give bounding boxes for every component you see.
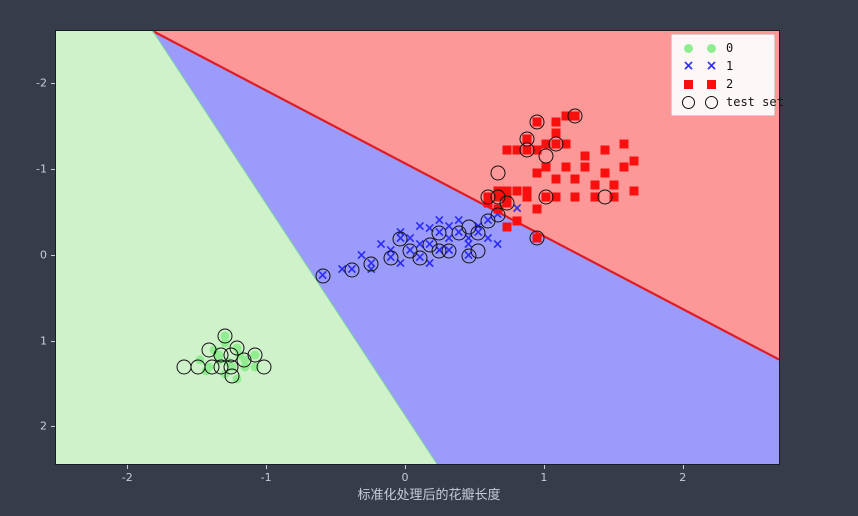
y-tick-mark [51,83,55,85]
legend: 0 × × 1 2 test set [671,34,784,116]
legend-item-1[interactable]: × × 1 [677,57,768,75]
x-tick-mark [682,465,684,469]
legend-label-0: 0 [726,41,734,55]
x-tick-label: 2 [679,471,687,484]
boundary-class1-class2 [152,31,779,361]
x-tick-label: -1 [260,471,272,484]
plot-axes [55,30,780,465]
square-marker-icon [684,79,693,89]
y-tick-mark [51,168,55,170]
x-tick-label: 0 [401,471,409,484]
legend-key-1: × × [677,58,723,74]
region-class0 [56,31,437,464]
x-marker-icon: × [682,58,695,74]
x-tick-mark [405,465,406,469]
circle-marker-icon [707,43,716,53]
x-tick-mark [266,465,268,469]
circle-marker-icon [684,43,693,53]
legend-label-test-set: test set [726,95,784,109]
legend-key-0 [677,43,723,53]
y-tick-mark [51,340,55,342]
y-tick-label: -1 [36,162,47,176]
legend-label-1: 1 [726,59,734,73]
x-tick-mark [543,465,545,469]
x-tick-label: -2 [121,471,133,484]
legend-item-2[interactable]: 2 [677,75,768,93]
x-tick-mark [127,465,129,469]
y-tick-label: 2 [40,419,47,433]
x-tick-label: 1 [540,471,548,484]
y-tick-mark [51,426,55,428]
open-circle-marker-icon [705,95,718,109]
decision-region-background [56,31,779,464]
square-marker-icon [707,79,716,89]
region-class1 [152,31,779,464]
legend-item-0[interactable]: 0 [677,39,768,57]
y-tick-label: -2 [36,76,47,90]
open-circle-marker-icon [682,95,695,109]
x-axis-label: 标准化处理后的花瓣长度 [357,488,501,503]
y-tick-label: 0 [40,248,47,262]
x-marker-icon: × [705,58,718,74]
y-tick-mark [51,254,55,256]
legend-item-test-set[interactable]: test set [677,93,784,111]
legend-key-test-set [677,95,723,109]
legend-key-2 [677,79,723,89]
legend-label-2: 2 [726,77,734,91]
boundary-class0-class1 [152,31,438,464]
y-tick-label: 1 [40,334,47,348]
